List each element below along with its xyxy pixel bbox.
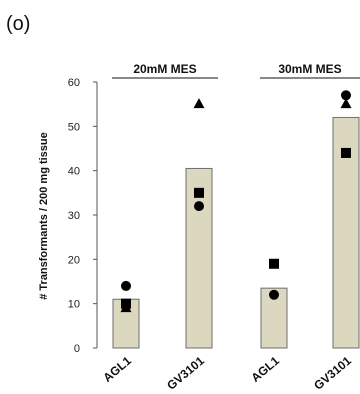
- y-tick-label: 20: [68, 254, 80, 266]
- x-tick-labels: AGL1 GV3101 AGL1 GV3101: [100, 353, 354, 392]
- y-tick-label: 50: [68, 121, 80, 133]
- group-header: 20mM MES: [133, 62, 196, 76]
- y-axis-label: # Transformants / 200 mg tissue: [38, 132, 50, 300]
- y-tick-label: 60: [68, 77, 80, 89]
- x-tick-label: GV3101: [311, 353, 354, 392]
- x-tick-label: AGL1: [100, 353, 134, 385]
- group-headers: 20mM MES 30mM MES: [112, 62, 360, 79]
- x-tick-label: AGL1: [248, 353, 282, 385]
- y-tick-label: 30: [68, 210, 80, 222]
- x-tick-label: GV3101: [164, 353, 207, 392]
- panel-label: (o): [6, 13, 30, 35]
- y-tick-label: 10: [68, 299, 80, 311]
- y-tick-label: 0: [74, 343, 80, 355]
- replicate-point-square: [194, 187, 204, 198]
- replicate-point-triangle: [120, 302, 132, 313]
- bar: [260, 287, 288, 349]
- group-header: 30mM MES: [278, 62, 341, 76]
- y-ticks: 0 10 20 30 40 50 60: [68, 77, 97, 355]
- replicate-point-triangle: [193, 98, 205, 109]
- replicate-points: [120, 90, 352, 313]
- bar: [185, 167, 213, 349]
- bars: [112, 116, 360, 349]
- replicate-point-circle: [194, 201, 204, 212]
- replicate-point-triangle: [340, 98, 352, 109]
- y-tick-label: 40: [68, 166, 80, 178]
- replicate-point-circle: [121, 280, 131, 291]
- replicate-point-circle: [269, 289, 279, 300]
- replicate-point-square: [341, 147, 351, 158]
- replicate-point-circle: [341, 90, 351, 101]
- replicate-point-square: [269, 258, 279, 269]
